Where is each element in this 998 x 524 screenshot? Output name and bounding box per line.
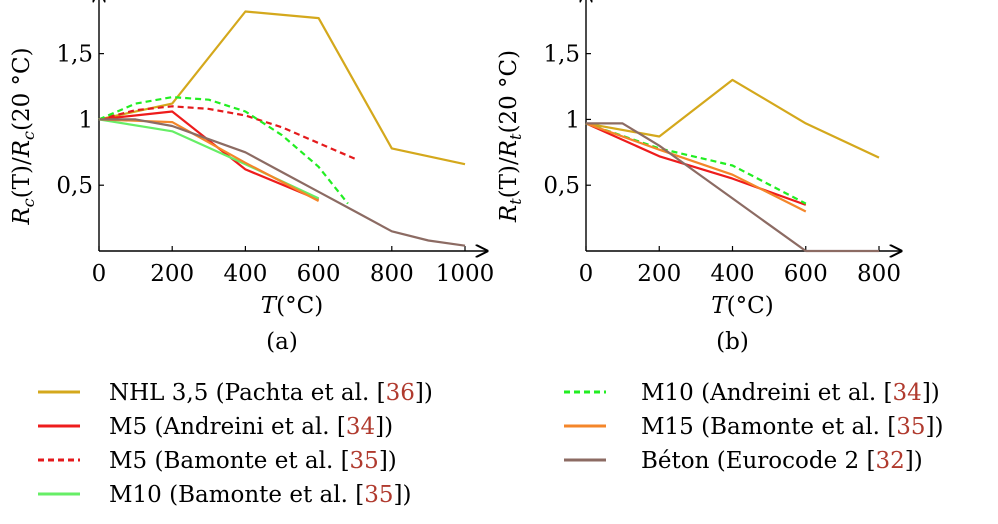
panel-b-y-tick-label: 1 bbox=[565, 107, 580, 133]
legend-item-nhl-3-5-pachta-et-al: NHL 3,5 (Pachta et al. [36]) bbox=[38, 380, 433, 406]
panel-b-panel-label: (b) bbox=[716, 329, 749, 355]
panel-a-y-tick-label: 1,5 bbox=[56, 42, 93, 68]
panel-a-y-tick-label: 0,5 bbox=[56, 173, 93, 199]
panel-a-x-tick-label: 600 bbox=[297, 261, 341, 287]
panel-b-x-tick-label: 400 bbox=[711, 261, 755, 287]
legend-label: Béton (Eurocode 2 [32]) bbox=[641, 448, 923, 474]
panel-b-series-m5-andreini-et-al-34 bbox=[585, 122, 807, 206]
panel-a-y-axis-label: Rc(T)/Rc(20 °C) bbox=[9, 47, 38, 225]
panel-b-x-tick-label: 600 bbox=[784, 261, 828, 287]
panel-b-series-b-ton-eurocode-2-32 bbox=[586, 122, 879, 253]
panel-a-chart: 0 200 400 600 800 1000 0,5 1 1,5 T(°C) (a) Rc(T)/Rc… bbox=[9, 0, 494, 355]
legend-item-m10-bamonte-et-al: M10 (Bamonte et al. [35]) bbox=[38, 482, 411, 508]
panel-a-x-tick-label: 1000 bbox=[436, 261, 495, 287]
panel-b-x-tick-label: 0 bbox=[579, 261, 594, 287]
legend-label: M5 (Andreini et al. [34]) bbox=[109, 414, 393, 440]
panel-a-x-tick-label: 200 bbox=[150, 261, 194, 287]
panel-a-series-m15-bamonte-et-al-35 bbox=[98, 118, 320, 202]
panel-a-series-m10-andreini-et-al-34 bbox=[98, 95, 349, 205]
legend-item-m5-bamonte-et-al: M5 (Bamonte et al. [35]) bbox=[38, 448, 397, 474]
panel-a-x-axis-label: T(°C) bbox=[261, 293, 323, 319]
panel-a-series-m5-bamonte-et-al-35 bbox=[98, 105, 356, 160]
panel-b-y-tick-label: 0,5 bbox=[543, 173, 580, 199]
legend-label: M15 (Bamonte et al. [35]) bbox=[641, 414, 943, 440]
legend-item-m10-andreini-et-al: M10 (Andreini et al. [34]) bbox=[564, 380, 940, 406]
legend-label: M10 (Andreini et al. [34]) bbox=[641, 380, 940, 406]
panel-a-panel-label: (a) bbox=[266, 329, 298, 355]
panel-b-y-tick-label: 1,5 bbox=[543, 42, 580, 68]
panel-b-series-m10-andreini-et-al-34 bbox=[585, 122, 807, 205]
panel-a-x-tick-label: 400 bbox=[223, 261, 267, 287]
panel-a-x-tick-label: 0 bbox=[92, 261, 107, 287]
panel-b-x-axis-label: T(°C) bbox=[711, 293, 773, 319]
panel-a-y-tick-label: 1 bbox=[78, 107, 93, 133]
legend-label: M5 (Bamonte et al. [35]) bbox=[109, 448, 397, 474]
panel-a-series-m5-andreini-et-al-34 bbox=[98, 110, 320, 201]
panel-a-series-nhl-3-5-pachta-et-al-36 bbox=[98, 10, 466, 166]
panel-b-series-nhl-3-5-pachta-et-al-36 bbox=[585, 78, 880, 159]
legend-label: NHL 3,5 (Pachta et al. [36]) bbox=[109, 380, 433, 406]
panel-b-x-tick-label: 800 bbox=[857, 261, 901, 287]
panel-b-series-m15-bamonte-et-al-35 bbox=[585, 122, 807, 213]
legend-item-m15-bamonte-et-al: M15 (Bamonte et al. [35]) bbox=[564, 414, 943, 440]
panel-b-chart: 0 200 400 600 800 0,5 1 1,5 T(°C) (b) Rt(T)/Rt(20 … bbox=[496, 0, 901, 355]
panel-a-x-tick-label: 800 bbox=[370, 261, 414, 287]
panel-b-y-axis-label: Rt(T)/Rt(20 °C) bbox=[496, 50, 525, 223]
legend: NHL 3,5 (Pachta et al. [36]) M5 (Andreini… bbox=[38, 380, 943, 508]
legend-item-b-ton-eurocode-2: Béton (Eurocode 2 [32]) bbox=[564, 448, 923, 474]
legend-item-m5-andreini-et-al: M5 (Andreini et al. [34]) bbox=[38, 414, 393, 440]
panel-b-x-tick-label: 200 bbox=[637, 261, 681, 287]
legend-label: M10 (Bamonte et al. [35]) bbox=[109, 482, 411, 508]
panel-a-series-b-ton-eurocode-2-32 bbox=[99, 118, 466, 247]
